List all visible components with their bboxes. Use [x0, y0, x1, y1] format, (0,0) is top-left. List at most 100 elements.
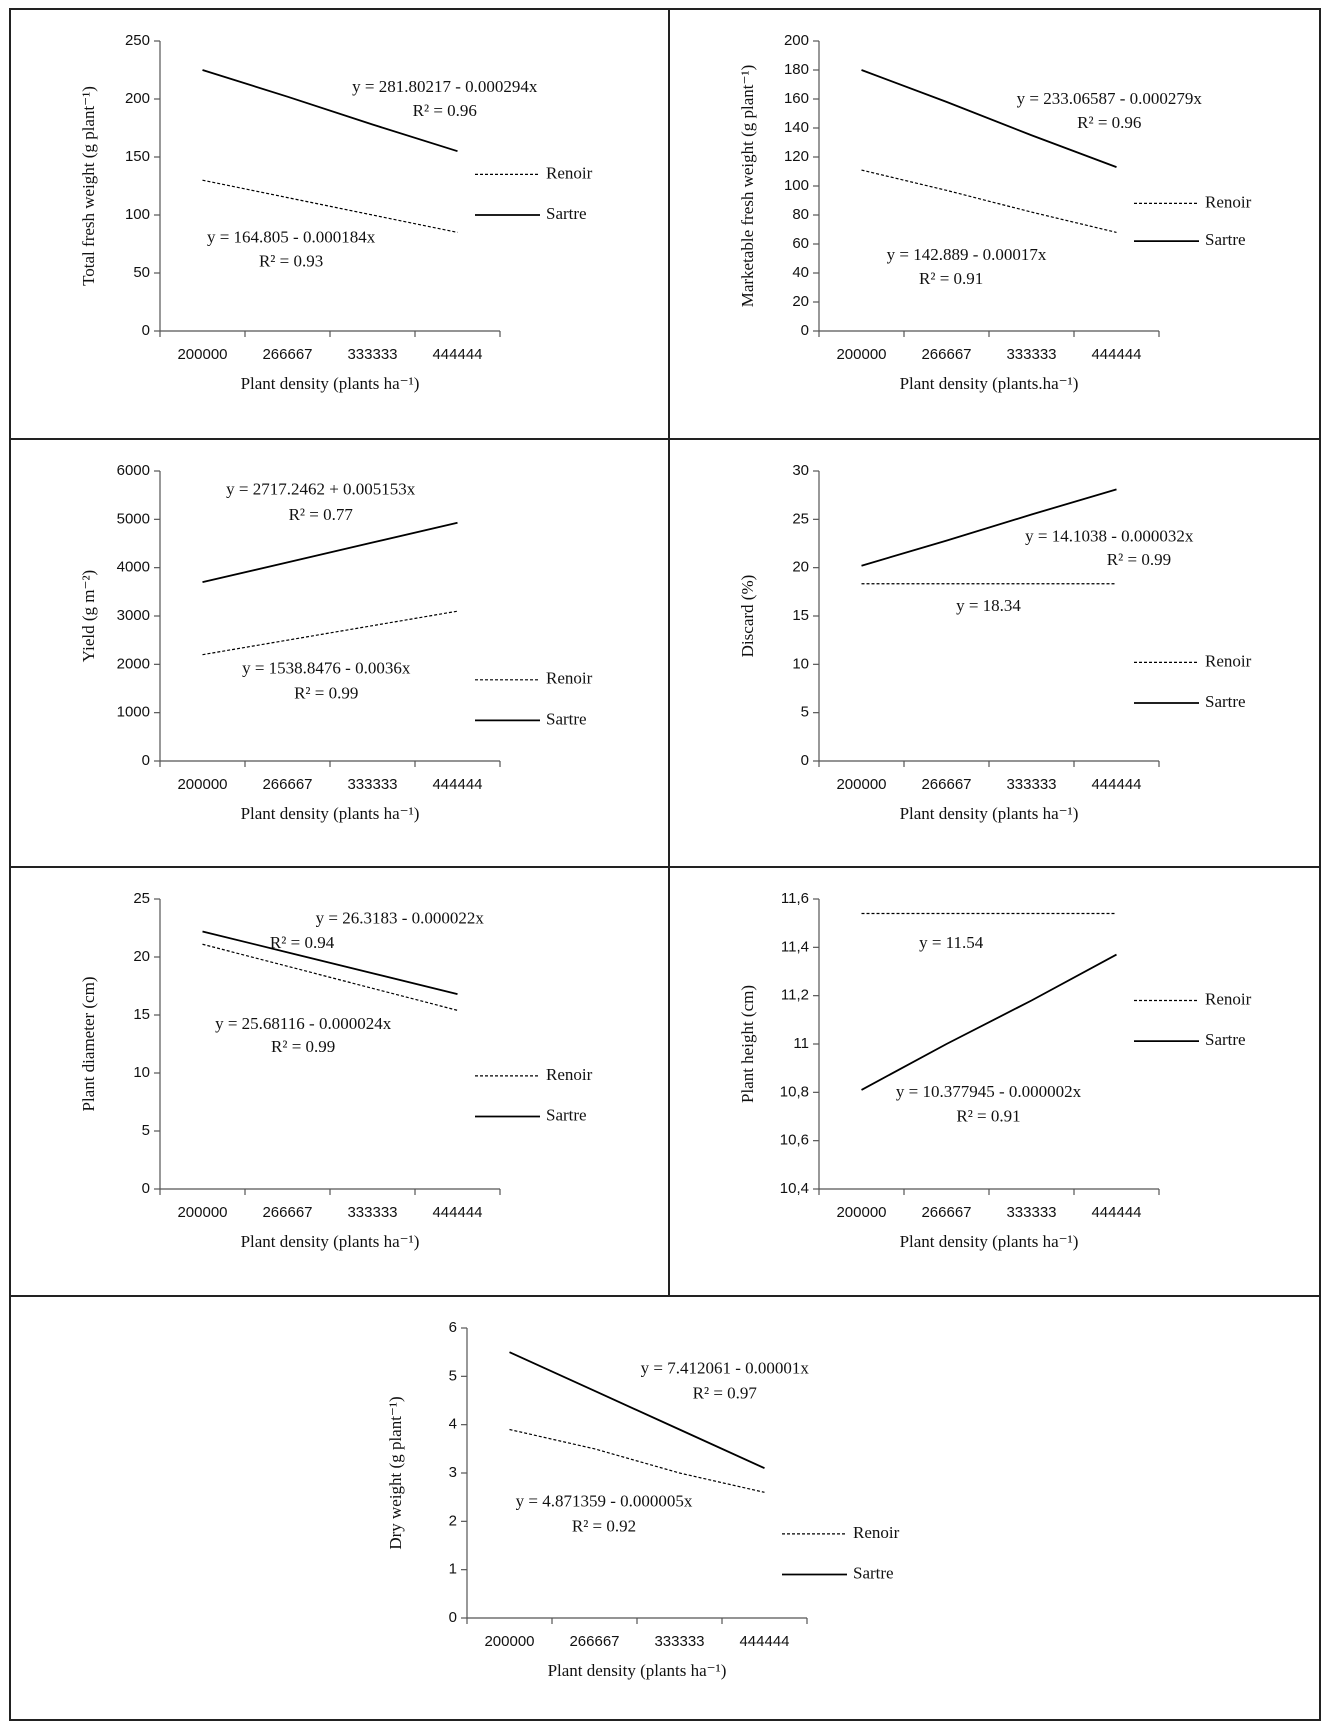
- y-tick-label: 120: [784, 148, 809, 165]
- y-tick-label: 5: [142, 1122, 150, 1139]
- equation: y = 25.68116 - 0.000024x: [215, 1014, 392, 1033]
- y-tick-label: 0: [449, 1609, 457, 1626]
- y-tick-label: 2: [449, 1512, 457, 1529]
- y-tick-label: 0: [142, 1180, 150, 1197]
- x-tick-label: 333333: [1006, 776, 1056, 793]
- x-tick-label: 266667: [921, 346, 971, 363]
- x-tick-label: 200000: [177, 776, 227, 793]
- y-tick-label: 250: [125, 32, 150, 49]
- x-tick-label: 333333: [347, 1204, 397, 1221]
- y-tick-label: 2000: [117, 655, 150, 672]
- series-line: [202, 930, 458, 995]
- y-tick-label: 140: [784, 119, 809, 136]
- x-tick-label: 200000: [836, 776, 886, 793]
- y-tick-label: 30: [792, 462, 809, 479]
- y-tick-label: 25: [133, 890, 150, 907]
- y-tick-label: 3000: [117, 607, 150, 624]
- y-tick-label: 5000: [117, 510, 150, 527]
- y-tick-label: 150: [125, 148, 150, 165]
- legend-label: Renoir: [546, 669, 593, 688]
- x-axis-label: Plant density (plants ha⁻¹): [241, 1232, 420, 1251]
- legend-label: Sartre: [546, 1105, 587, 1124]
- x-tick-label: 444444: [432, 346, 482, 363]
- y-tick-label: 11,6: [781, 890, 809, 907]
- equation: y = 14.1038 - 0.000032x: [1025, 527, 1194, 546]
- y-tick-label: 10,6: [780, 1132, 809, 1149]
- x-tick-label: 333333: [347, 776, 397, 793]
- x-tick-label: 444444: [432, 776, 482, 793]
- x-tick-label: 200000: [836, 1204, 886, 1221]
- legend-label: Renoir: [853, 1523, 900, 1542]
- series-line: [202, 943, 458, 1011]
- legend-label: Sartre: [546, 204, 587, 223]
- x-axis-label: Plant density (plants ha⁻¹): [548, 1661, 727, 1680]
- equation: y = 2717.2462 + 0.005153x: [226, 480, 416, 499]
- y-tick-label: 100: [784, 177, 809, 194]
- x-tick-label: 200000: [484, 1633, 534, 1650]
- equation: y = 1538.8476 - 0.0036x: [242, 658, 411, 677]
- legend-label: Sartre: [546, 709, 587, 728]
- y-tick-label: 0: [801, 752, 809, 769]
- x-tick-label: 333333: [1006, 1204, 1056, 1221]
- legend-label: Sartre: [1205, 230, 1246, 249]
- y-tick-label: 4: [449, 1416, 457, 1433]
- x-tick-label: 444444: [1091, 346, 1141, 363]
- series-line: [861, 488, 1117, 567]
- x-tick-label: 200000: [177, 1204, 227, 1221]
- x-tick-label: 200000: [177, 346, 227, 363]
- x-tick-label: 333333: [654, 1633, 704, 1650]
- y-tick-label: 0: [142, 322, 150, 339]
- y-tick-label: 40: [792, 264, 809, 281]
- y-tick-label: 11,4: [781, 938, 809, 955]
- equation: y = 18.34: [956, 596, 1021, 615]
- equation: y = 142.889 - 0.00017x: [887, 245, 1047, 264]
- equation: R² = 0.93: [259, 252, 323, 271]
- x-tick-label: 200000: [836, 346, 886, 363]
- y-axis-label: Marketable fresh weight (g plant⁻¹): [738, 65, 757, 308]
- equation: R² = 0.96: [1077, 113, 1141, 132]
- equation: y = 4.871359 - 0.000005x: [516, 1491, 693, 1510]
- equation: R² = 0.77: [289, 505, 354, 524]
- equation: y = 7.412061 - 0.00001x: [641, 1358, 810, 1377]
- y-tick-label: 20: [792, 559, 809, 576]
- x-tick-label: 266667: [921, 776, 971, 793]
- y-tick-label: 10: [792, 655, 809, 672]
- x-axis-label: Plant density (plants.ha⁻¹): [900, 374, 1079, 393]
- x-tick-label: 266667: [262, 346, 312, 363]
- y-tick-label: 4000: [117, 559, 150, 576]
- equation: R² = 0.97: [693, 1384, 758, 1403]
- series-line: [861, 169, 1117, 233]
- equation: R² = 0.99: [1107, 550, 1171, 569]
- x-tick-label: 266667: [569, 1633, 619, 1650]
- series-line: [202, 69, 458, 153]
- y-tick-label: 50: [133, 264, 150, 281]
- y-tick-label: 0: [801, 322, 809, 339]
- legend-label: Sartre: [1205, 692, 1246, 711]
- x-tick-label: 333333: [347, 346, 397, 363]
- y-tick-label: 25: [792, 510, 809, 527]
- y-tick-label: 10,4: [780, 1180, 809, 1197]
- y-tick-label: 20: [792, 293, 809, 310]
- series-line: [509, 1351, 765, 1469]
- x-tick-label: 333333: [1006, 346, 1056, 363]
- y-tick-label: 10: [133, 1064, 150, 1081]
- equation: y = 11.54: [919, 933, 984, 952]
- x-tick-label: 444444: [739, 1633, 789, 1650]
- x-tick-label: 266667: [921, 1204, 971, 1221]
- y-tick-label: 80: [792, 206, 809, 223]
- y-tick-label: 100: [125, 206, 150, 223]
- y-tick-label: 180: [784, 61, 809, 78]
- equation: R² = 0.92: [572, 1517, 636, 1536]
- y-axis-label: Dry weight (g plant⁻¹): [386, 1396, 405, 1549]
- x-tick-label: 444444: [1091, 776, 1141, 793]
- equation: y = 10.377945 - 0.000002x: [896, 1082, 1082, 1101]
- equation: y = 281.80217 - 0.000294x: [352, 77, 538, 96]
- y-tick-label: 6000: [117, 462, 150, 479]
- series-line: [202, 521, 458, 584]
- equation: y = 233.06587 - 0.000279x: [1017, 89, 1203, 108]
- equation: y = 164.805 - 0.000184x: [207, 227, 376, 246]
- y-tick-label: 15: [792, 607, 809, 624]
- series-line: [202, 179, 458, 233]
- legend-label: Sartre: [853, 1563, 894, 1582]
- x-axis-label: Plant density (plants ha⁻¹): [241, 374, 420, 393]
